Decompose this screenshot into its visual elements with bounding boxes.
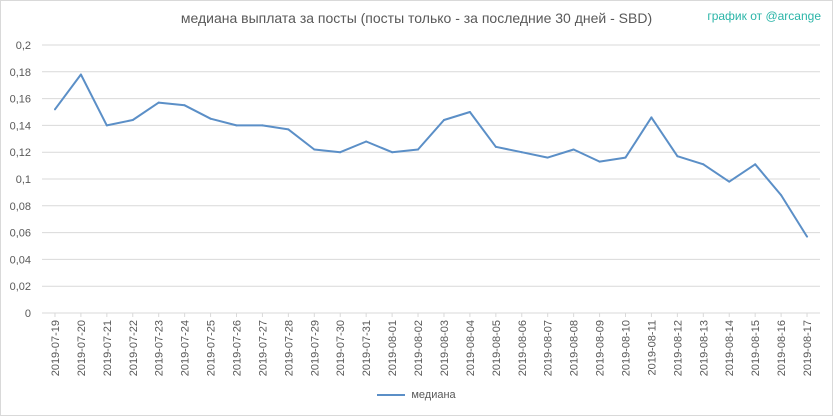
x-tick-label: 2019-07-19 [50,320,62,376]
x-tick-label: 2019-08-04 [465,320,477,376]
data-point [235,124,238,127]
y-tick-label: 0,06 [10,228,31,240]
y-tick-label: 0,16 [10,94,31,106]
x-tick-label: 2019-08-08 [569,320,581,376]
chart-legend: медиана [0,389,833,401]
y-tick-label: 0,18 [10,67,31,79]
chart-title: медиана выплата за посты (посты только -… [180,10,653,26]
y-tick-label: 0,08 [10,201,31,213]
x-tick-label: 2019-07-28 [283,320,295,376]
data-point [728,180,731,183]
data-point [313,148,316,151]
data-point [79,73,82,76]
data-point [494,145,497,148]
data-point [417,148,420,151]
data-point [365,140,368,143]
x-tick-label: 2019-08-14 [724,320,736,376]
y-tick-label: 0,2 [16,40,31,52]
data-point [105,124,108,127]
x-tick-label: 2019-08-09 [595,320,607,376]
x-tick-label: 2019-07-25 [206,320,218,376]
x-tick-label: 2019-08-06 [517,320,529,376]
x-tick-label: 2019-08-16 [776,320,788,376]
x-tick-label: 2019-08-05 [491,320,503,376]
data-point [468,111,471,113]
data-point [391,151,394,154]
series-line [54,73,808,238]
y-tick-label: 0 [25,308,31,320]
data-point [572,148,575,151]
x-tick-label: 2019-08-07 [543,320,555,376]
data-point [702,163,705,166]
x-tick-label: 2019-07-21 [102,320,114,376]
x-tick-label: 2019-07-27 [257,320,269,376]
data-point [676,155,679,158]
data-point [53,108,56,111]
data-point [339,151,342,154]
x-tick-label: 2019-07-23 [154,320,166,376]
y-tick-label: 0,14 [10,120,31,132]
y-tick-label: 0,1 [16,174,31,186]
data-point [442,119,445,122]
x-tick-label: 2019-07-30 [335,320,347,376]
chart-credit: график от @arcange [707,9,821,23]
data-point [261,124,264,127]
x-tick-label: 2019-08-11 [646,320,658,375]
data-point [598,160,601,163]
x-tick-label: 2019-08-01 [387,320,399,376]
data-point [131,119,134,122]
data-point [157,101,160,104]
legend-swatch [377,394,406,397]
x-tick-label: 2019-07-24 [180,320,192,376]
x-tick-label: 2019-07-26 [232,320,244,376]
x-tick-label: 2019-08-12 [672,320,684,376]
x-tick-label: 2019-08-10 [621,320,633,376]
x-tick-label: 2019-08-03 [439,320,451,376]
data-point [287,128,290,131]
data-point [520,151,523,154]
data-point [183,104,186,107]
data-point [754,163,757,166]
data-point [806,235,809,238]
x-tick-label: 2019-08-15 [750,320,762,376]
y-tick-label: 0,02 [10,281,31,293]
y-tick-label: 0,04 [10,254,31,266]
x-tick-label: 2019-08-17 [802,320,814,376]
y-tick-label: 0,12 [10,147,31,159]
data-point [546,156,549,159]
x-tick-label: 2019-08-02 [413,320,425,376]
data-point [624,156,627,159]
data-point [780,194,783,197]
x-tick-label: 2019-07-22 [128,320,140,376]
x-tick-label: 2019-07-31 [361,320,373,376]
data-point [650,116,653,119]
data-point [209,117,212,120]
x-tick-label: 2019-07-20 [76,320,88,376]
x-tick-label: 2019-07-29 [309,320,321,376]
x-tick-label: 2019-08-13 [698,320,710,376]
legend-label: медиана [411,389,456,401]
